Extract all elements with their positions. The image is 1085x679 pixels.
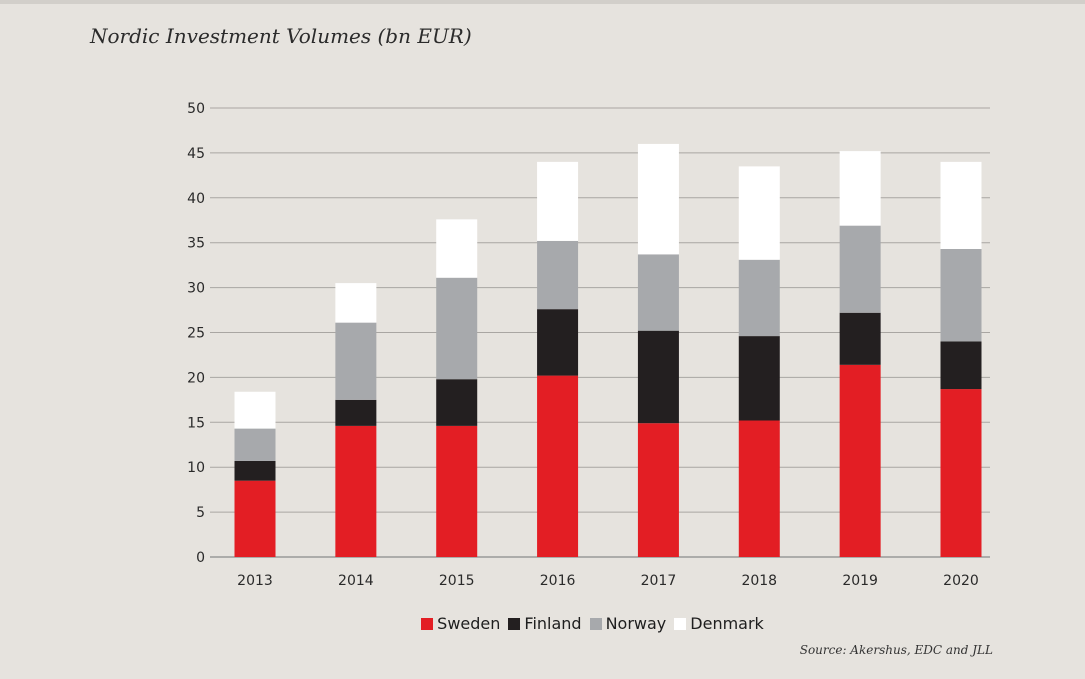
legend-label: Norway [605,614,667,633]
bar-finland-2016 [537,309,579,376]
bar-finland-2013 [234,460,276,481]
legend-item-sweden: Sweden [421,614,500,633]
bar-denmark-2014 [335,283,377,323]
bar-sweden-2017 [637,423,679,557]
bar-denmark-2013 [234,391,276,429]
legend-swatch [508,617,521,630]
bar-norway-2019 [839,225,881,313]
x-tick-label: 2015 [439,573,475,589]
bar-norway-2015 [436,277,478,380]
bar-norway-2018 [738,259,780,337]
bar-finland-2015 [436,379,478,426]
legend-label: Finland [524,614,582,633]
bar-denmark-2019 [839,151,881,226]
bar-norway-2013 [234,428,276,461]
legend-label: Sweden [437,614,501,633]
y-tick-label: 45 [187,146,205,162]
y-tick-label: 35 [187,236,205,252]
bar-sweden-2015 [436,425,478,557]
source-note: Source: Akershus, EDC and JLL [799,643,993,657]
bar-finland-2014 [335,399,377,426]
y-tick-label: 30 [187,281,205,297]
bar-sweden-2019 [839,364,881,557]
y-tick-label: 50 [187,101,205,117]
bar-denmark-2020 [940,161,982,249]
bar-denmark-2016 [537,161,579,241]
bar-norway-2020 [940,248,982,342]
legend-label: Denmark [690,614,764,633]
legend-swatch [589,617,602,630]
y-tick-label: 40 [187,191,205,207]
bar-finland-2019 [839,312,881,365]
legend-item-norway: Norway [589,614,667,633]
legend-swatch [674,617,687,630]
x-tick-label: 2020 [943,573,979,589]
chart-legend: Sweden Finland Norway Denmark [0,614,1085,633]
y-tick-label: 5 [196,505,205,521]
x-tick-label: 2014 [338,573,374,589]
y-tick-label: 0 [196,550,205,566]
bar-sweden-2013 [234,480,276,557]
top-rule [0,0,1085,4]
chart-title: Nordic Investment Volumes (bn EUR) [90,24,472,48]
x-tick-label: 2019 [842,573,878,589]
legend-item-finland: Finland [508,614,582,633]
bar-finland-2017 [637,330,679,424]
legend-item-denmark: Denmark [674,614,764,633]
bar-denmark-2017 [637,143,679,255]
x-tick-label: 2017 [641,573,677,589]
bar-finland-2018 [738,336,780,421]
legend-swatch [421,617,434,630]
bar-norway-2016 [537,240,579,310]
y-tick-label: 25 [187,326,205,342]
y-tick-label: 10 [187,460,205,476]
bar-norway-2014 [335,322,377,400]
y-tick-label: 20 [187,370,205,386]
y-tick-label: 15 [187,415,205,431]
x-tick-label: 2013 [237,573,273,589]
x-tick-label: 2018 [741,573,777,589]
bar-sweden-2020 [940,389,982,557]
bar-sweden-2018 [738,420,780,557]
bar-denmark-2015 [436,219,478,278]
x-tick-label: 2016 [540,573,576,589]
bar-finland-2020 [940,341,982,390]
bar-norway-2017 [637,254,679,331]
bar-sweden-2014 [335,425,377,557]
bar-sweden-2016 [537,375,579,557]
bar-denmark-2018 [738,166,780,260]
